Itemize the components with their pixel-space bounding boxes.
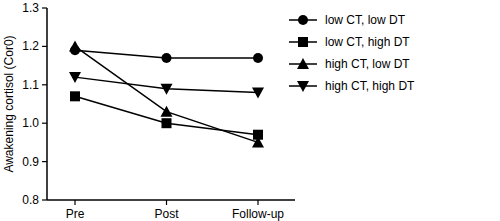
x-tick xyxy=(74,200,75,205)
data-point xyxy=(69,72,81,83)
data-point xyxy=(161,84,173,95)
y-tick-label: 1.3 xyxy=(22,1,39,15)
series-line xyxy=(75,96,258,134)
legend-label: high CT, low DT xyxy=(325,57,410,71)
data-point xyxy=(253,53,263,63)
y-tick xyxy=(42,46,47,47)
data-point xyxy=(252,136,264,147)
y-tick xyxy=(42,161,47,162)
data-point xyxy=(162,118,172,128)
data-point xyxy=(161,106,173,117)
legend: low CT, low DT low CT, high DT high CT, lo… xyxy=(289,13,415,93)
chart-svg: 0.8 0.9 1.0 1.1 1.2 1.3 Pre Post Follow-up Awaken… xyxy=(0,0,500,221)
legend-marker xyxy=(298,37,308,47)
x-tick-label: Post xyxy=(154,207,179,221)
y-tick-label: 1.2 xyxy=(22,39,39,53)
y-tick-label: 0.8 xyxy=(22,193,39,207)
chart-container: 0.8 0.9 1.0 1.1 1.2 1.3 Pre Post Follow-up Awaken… xyxy=(0,0,500,221)
data-point xyxy=(162,53,172,63)
y-tick xyxy=(42,84,47,85)
legend-label: high CT, high DT xyxy=(325,79,415,93)
series-line xyxy=(75,46,258,142)
y-axis xyxy=(46,8,48,200)
x-tick-label: Follow-up xyxy=(232,207,284,221)
y-tick xyxy=(42,123,47,124)
data-point xyxy=(70,91,80,101)
x-tick-label: Pre xyxy=(66,207,85,221)
x-tick xyxy=(166,200,167,205)
y-tick-label: 0.9 xyxy=(22,155,39,169)
y-tick xyxy=(42,7,47,8)
y-tick-label: 1.1 xyxy=(22,78,39,92)
legend-label: low CT, high DT xyxy=(325,35,410,49)
plot-area xyxy=(69,40,264,147)
legend-marker xyxy=(298,15,308,25)
legend-label: low CT, low DT xyxy=(325,13,406,27)
y-tick-label: 1.0 xyxy=(22,116,39,130)
y-axis-label: Awakening cortisol (Cor0) xyxy=(2,35,16,172)
y-tick xyxy=(42,199,47,200)
legend-marker xyxy=(297,58,309,69)
legend-marker xyxy=(297,81,309,92)
x-tick xyxy=(257,200,258,205)
data-point xyxy=(252,87,264,98)
data-point xyxy=(69,40,81,51)
